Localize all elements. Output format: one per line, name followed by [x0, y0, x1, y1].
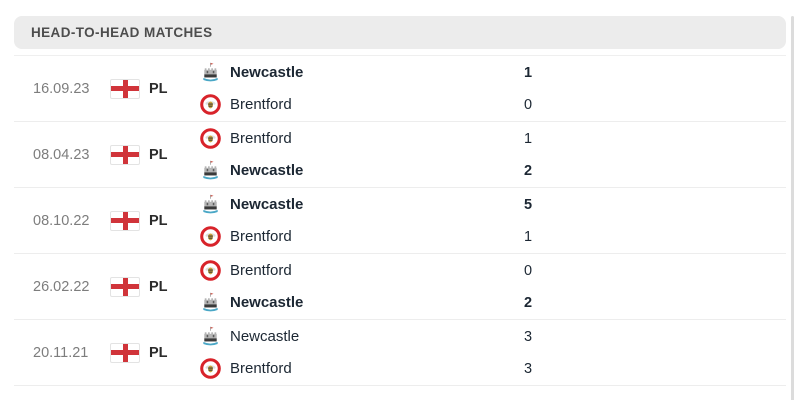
- team-name: Brentford: [230, 360, 292, 377]
- team-score: 5: [523, 196, 533, 213]
- team-row-away: Brentford 0: [200, 90, 786, 120]
- competition-label: PL: [149, 212, 168, 229]
- newcastle-crest-icon: [203, 326, 218, 346]
- teams-block: Brentford 1: [200, 124, 786, 186]
- match-row[interactable]: 20.11.21 PL: [14, 320, 786, 386]
- team-score: 1: [523, 64, 533, 81]
- team-row-home: Brentford 0: [200, 256, 786, 286]
- competition: PL: [110, 144, 200, 165]
- team-score: 2: [523, 162, 533, 179]
- team-name: Newcastle: [230, 294, 304, 311]
- team-name: Brentford: [230, 96, 292, 113]
- section-title: HEAD-TO-HEAD MATCHES: [31, 25, 213, 40]
- brentford-crest-icon: [200, 94, 221, 115]
- match-date: 26.02.22: [33, 278, 90, 295]
- team-score: 1: [523, 228, 533, 245]
- team-row-away: Newcastle 2: [200, 288, 786, 318]
- team-score: 2: [523, 294, 533, 311]
- head-to-head-panel: HEAD-TO-HEAD MATCHES 16.09.23 PL: [0, 16, 800, 400]
- team-name: Newcastle: [230, 64, 304, 81]
- match-list: 16.09.23 PL: [14, 55, 786, 386]
- team-score: 1: [523, 130, 533, 147]
- team-row-home: Brentford 1: [200, 124, 786, 154]
- competition: PL: [110, 276, 200, 297]
- england-flag-icon: [110, 144, 140, 165]
- brentford-crest-icon: [200, 358, 221, 379]
- brentford-crest-icon: [200, 260, 221, 281]
- match-row[interactable]: 16.09.23 PL: [14, 56, 786, 122]
- newcastle-crest-icon: [203, 160, 218, 180]
- england-flag-icon: [110, 78, 140, 99]
- team-name: Newcastle: [230, 162, 304, 179]
- team-score: 3: [523, 360, 533, 377]
- team-name: Brentford: [230, 228, 292, 245]
- team-name: Brentford: [230, 262, 292, 279]
- team-name: Newcastle: [230, 328, 300, 345]
- match-row[interactable]: 08.10.22 PL: [14, 188, 786, 254]
- newcastle-crest-icon: [203, 62, 218, 82]
- team-row-home: Newcastle 1: [200, 58, 786, 88]
- team-row-home: Newcastle 5: [200, 190, 786, 220]
- brentford-crest-icon: [200, 128, 221, 149]
- team-row-away: Brentford 1: [200, 222, 786, 252]
- england-flag-icon: [110, 276, 140, 297]
- teams-block: Newcastle 3: [200, 322, 786, 384]
- vertical-scrollbar[interactable]: [791, 16, 794, 400]
- team-row-away: Newcastle 2: [200, 156, 786, 186]
- match-date: 16.09.23: [33, 80, 90, 97]
- match-date: 08.10.22: [33, 212, 90, 229]
- team-name: Newcastle: [230, 196, 304, 213]
- teams-block: Newcastle 5: [200, 190, 786, 252]
- teams-block: Brentford 0: [200, 256, 786, 318]
- competition-label: PL: [149, 146, 168, 163]
- team-row-away: Brentford 3: [200, 354, 786, 384]
- team-row-home: Newcastle 3: [200, 322, 786, 352]
- team-name: Brentford: [230, 130, 292, 147]
- competition-label: PL: [149, 80, 168, 97]
- team-score: 3: [523, 328, 533, 345]
- match-row[interactable]: 26.02.22 PL: [14, 254, 786, 320]
- newcastle-crest-icon: [203, 194, 218, 214]
- brentford-crest-icon: [200, 226, 221, 247]
- competition: PL: [110, 210, 200, 231]
- competition-label: PL: [149, 278, 168, 295]
- england-flag-icon: [110, 342, 140, 363]
- teams-block: Newcastle 1: [200, 58, 786, 120]
- section-header: HEAD-TO-HEAD MATCHES: [14, 16, 786, 49]
- match-date: 20.11.21: [33, 344, 89, 361]
- england-flag-icon: [110, 210, 140, 231]
- match-date: 08.04.23: [33, 146, 90, 163]
- newcastle-crest-icon: [203, 292, 218, 312]
- competition: PL: [110, 78, 200, 99]
- team-score: 0: [523, 96, 533, 113]
- match-row[interactable]: 08.04.23 PL: [14, 122, 786, 188]
- team-score: 0: [523, 262, 533, 279]
- competition-label: PL: [149, 344, 168, 361]
- competition: PL: [110, 342, 200, 363]
